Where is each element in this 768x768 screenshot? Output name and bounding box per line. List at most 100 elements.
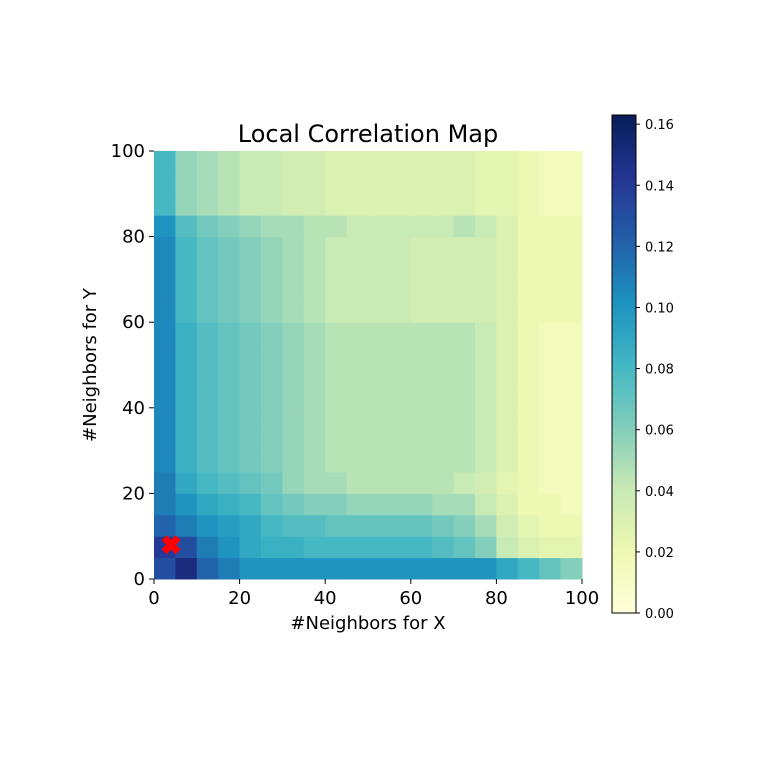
heatmap-cell <box>239 322 262 345</box>
heatmap-cell <box>239 429 262 452</box>
heatmap-cell <box>432 172 455 195</box>
heatmap-cell <box>218 343 241 366</box>
heatmap-cell <box>303 386 326 409</box>
heatmap-cell <box>539 493 562 516</box>
heatmap-cell <box>517 365 540 387</box>
heatmap-cell <box>261 236 283 259</box>
heatmap-cell <box>539 407 562 430</box>
heatmap-cell <box>346 279 369 302</box>
heatmap-cell <box>239 365 262 387</box>
heatmap-cell <box>410 343 433 366</box>
heatmap-cell <box>475 193 497 216</box>
heatmap-cell <box>218 450 241 473</box>
heatmap-cell <box>218 172 241 195</box>
heatmap-cell <box>325 450 348 473</box>
heatmap-cell <box>325 151 348 173</box>
heatmap-cell <box>175 365 198 387</box>
heatmap-cell <box>239 300 262 323</box>
heatmap-cell <box>282 365 305 387</box>
colorbar-tick-label: 0.08 <box>645 363 674 378</box>
heatmap-cell <box>517 172 540 195</box>
heatmap-cell <box>432 300 455 323</box>
heatmap-cell <box>303 365 326 387</box>
heatmap-cell <box>303 193 326 216</box>
heatmap-cell <box>239 193 262 216</box>
heatmap-cell <box>560 193 583 216</box>
heatmap-cell <box>389 386 412 409</box>
heatmap-cell <box>218 472 241 494</box>
heatmap-cell <box>154 365 176 387</box>
heatmap-cell <box>432 386 455 409</box>
heatmap-cell <box>239 557 262 580</box>
heatmap-cell <box>218 215 241 238</box>
heatmap-cell <box>560 557 583 580</box>
heatmap-cell <box>368 557 390 580</box>
heatmap-cell <box>325 258 348 280</box>
heatmap-cell <box>517 193 540 216</box>
heatmap-cell <box>389 536 412 559</box>
heatmap-cell <box>410 407 433 430</box>
heatmap-cell <box>175 343 198 366</box>
heatmap-cell <box>389 514 412 537</box>
heatmap-cell <box>453 215 476 238</box>
heatmap-cell <box>218 193 241 216</box>
heatmap-cell <box>196 279 219 302</box>
heatmap-cell <box>432 407 455 430</box>
heatmap-cell <box>196 557 219 580</box>
colorbar-tick-label: 0.16 <box>645 118 674 133</box>
heatmap-cell <box>432 343 455 366</box>
heatmap-cell <box>154 258 176 280</box>
heatmap-cell <box>196 322 219 345</box>
heatmap-cell <box>560 215 583 238</box>
heatmap-cell <box>517 151 540 173</box>
y-tick-label: 20 <box>122 483 145 504</box>
heatmap-cell <box>517 279 540 302</box>
heatmap-cell <box>346 365 369 387</box>
heatmap-cell <box>303 557 326 580</box>
heatmap-cell <box>282 279 305 302</box>
heatmap-cell <box>346 493 369 516</box>
heatmap-cell <box>303 279 326 302</box>
heatmap-cell <box>325 386 348 409</box>
heatmap-cell <box>154 279 176 302</box>
heatmap-cell <box>303 429 326 452</box>
heatmap-cell <box>218 151 241 173</box>
heatmap-cell <box>389 322 412 345</box>
heatmap-cell <box>261 536 283 559</box>
y-tick-label: 60 <box>122 312 145 333</box>
colorbar-tick-label: 0.06 <box>645 424 674 439</box>
heatmap-cell <box>368 536 390 559</box>
heatmap-cell <box>196 193 219 216</box>
heatmap-cell <box>154 429 176 452</box>
heatmap-cell <box>154 407 176 430</box>
heatmap-cell <box>410 365 433 387</box>
heatmap-cell <box>175 407 198 430</box>
heatmap-cell <box>196 429 219 452</box>
heatmap-cell <box>239 236 262 259</box>
heatmap-cell <box>517 215 540 238</box>
heatmap-cell <box>303 407 326 430</box>
heatmap-cell <box>410 151 433 173</box>
heatmap-cell <box>346 300 369 323</box>
heatmap-cell <box>282 343 305 366</box>
heatmap-cell <box>517 493 540 516</box>
heatmap-cell <box>368 151 390 173</box>
heatmap-cell <box>496 258 519 280</box>
heatmap-cell <box>560 450 583 473</box>
heatmap-cell <box>175 172 198 195</box>
heatmap-cell <box>475 365 497 387</box>
heatmap-cell <box>539 193 562 216</box>
heatmap-cell <box>560 365 583 387</box>
heatmap-cell <box>410 536 433 559</box>
heatmap-cell <box>261 151 283 173</box>
y-tick-label: 80 <box>122 227 145 248</box>
heatmap-cell <box>496 514 519 537</box>
heatmap-cell <box>475 514 497 537</box>
heatmap-cell <box>303 536 326 559</box>
heatmap-cell <box>368 279 390 302</box>
heatmap-cell <box>282 450 305 473</box>
heatmap-cell <box>539 557 562 580</box>
heatmap-cell <box>325 279 348 302</box>
heatmap-cell <box>282 514 305 537</box>
heatmap-cell <box>432 472 455 494</box>
